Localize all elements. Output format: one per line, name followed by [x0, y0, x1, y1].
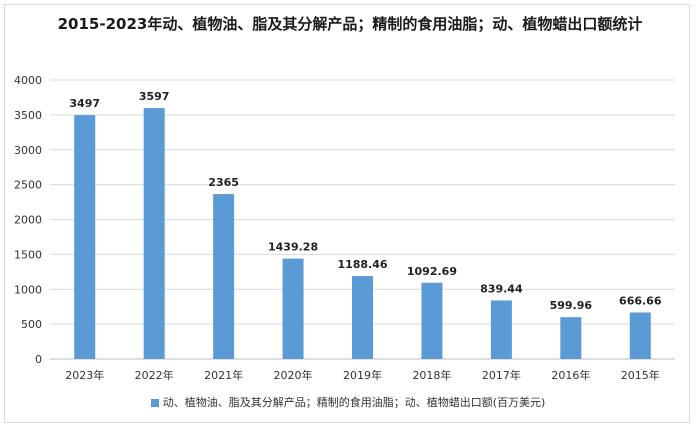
data-label: 839.44 [480, 282, 523, 295]
x-tick-label: 2016年 [551, 368, 590, 382]
y-axis-ticks: 0 500 1000 1500 2000 2500 3000 3500 4000 [14, 74, 42, 366]
x-tick-label: 2017年 [482, 368, 521, 382]
x-tick-label: 2015年 [621, 368, 660, 382]
data-label: 2365 [208, 176, 239, 189]
y-tick-label: 2000 [14, 214, 42, 227]
bar [143, 108, 165, 359]
bars [74, 108, 651, 359]
x-tick-label: 2023年 [65, 368, 104, 382]
x-tick-label: 2021年 [204, 368, 243, 382]
bar [421, 282, 443, 359]
data-label: 1092.69 [407, 265, 457, 278]
data-label: 666.66 [619, 295, 662, 308]
y-tick-label: 1500 [14, 248, 42, 261]
bar [74, 115, 96, 359]
bar [213, 194, 235, 359]
data-label: 3497 [69, 97, 100, 110]
x-axis-ticks: 2023年 2022年 2021年 2020年 2019年 2018年 2017年 2016年… [65, 368, 660, 382]
legend-label: 动、植物油、脂及其分解产品；精制的食用油脂；动、植物蜡出口额(百万美元) [162, 396, 546, 409]
bar [352, 276, 373, 359]
y-tick-label: 3500 [14, 109, 42, 122]
y-tick-label: 3000 [14, 144, 42, 157]
x-tick-label: 2019年 [343, 368, 382, 382]
y-tick-label: 1000 [14, 283, 42, 296]
bar [282, 258, 304, 359]
x-tick-label: 2022年 [135, 368, 174, 382]
data-label: 1439.28 [268, 241, 318, 254]
bar [490, 300, 512, 359]
y-tick-label: 0 [35, 353, 42, 366]
x-tick-label: 2020年 [274, 368, 313, 382]
y-tick-label: 2500 [14, 179, 42, 192]
legend-swatch [150, 399, 159, 407]
x-tick-label: 2018年 [412, 368, 451, 382]
bar [560, 317, 582, 359]
data-label: 1188.46 [337, 258, 387, 271]
chart-title: 2015-2023年动、植物油、脂及其分解产品；精制的食用油脂；动、植物蜡出口额… [57, 15, 643, 33]
data-labels: 3497 3597 2365 1439.28 1188.46 1092.69 839.44 5… [69, 90, 661, 312]
data-label: 3597 [139, 90, 170, 103]
bar [629, 312, 651, 359]
y-tick-label: 500 [21, 318, 42, 331]
legend: 动、植物油、脂及其分解产品；精制的食用油脂；动、植物蜡出口额(百万美元) [0, 394, 696, 410]
y-tick-label: 4000 [14, 74, 42, 87]
data-label: 599.96 [550, 299, 593, 312]
